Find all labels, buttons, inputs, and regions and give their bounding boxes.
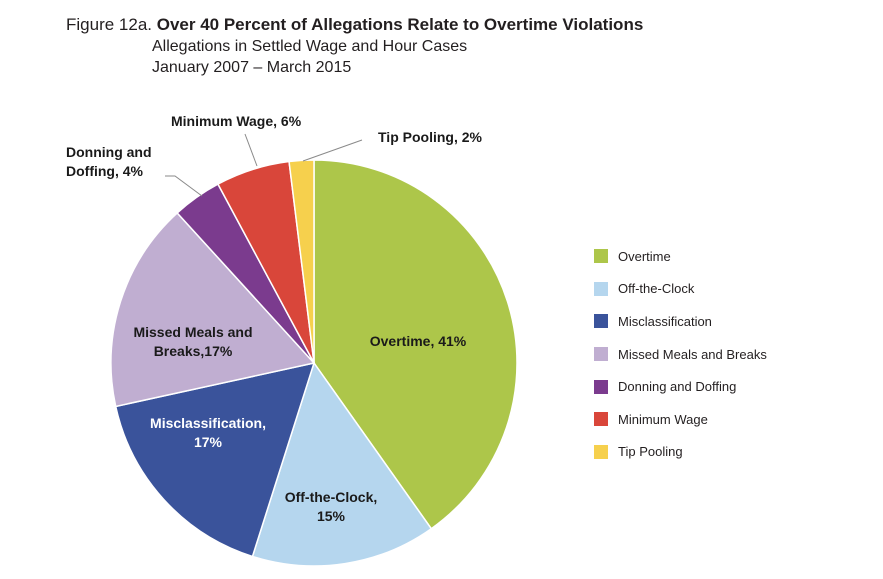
slice-label-line: 15% bbox=[317, 508, 346, 524]
legend-swatch bbox=[594, 249, 608, 264]
pie-slice-missed-meals-and-breaks bbox=[110, 211, 316, 408]
chart-title: Over 40 Percent of Allegations Relate to… bbox=[156, 15, 644, 34]
slice-label-overtime: Overtime, 41% bbox=[370, 333, 467, 349]
title-line: Figure 12a. Over 40 Percent of Allegatio… bbox=[66, 14, 643, 36]
chart-header: Figure 12a. Over 40 Percent of Allegatio… bbox=[66, 14, 643, 78]
legend-label: Off-the-Clock bbox=[618, 281, 695, 297]
legend-item-off-the-clock: Off-the-Clock bbox=[594, 273, 767, 306]
legend-item-overtime: Overtime bbox=[594, 240, 767, 273]
legend-label: Donning and Doffing bbox=[618, 379, 737, 395]
chart-legend: Overtime Off-the-Clock Misclassification Mi… bbox=[594, 240, 767, 468]
legend-swatch bbox=[594, 412, 608, 427]
legend-swatch bbox=[594, 347, 608, 362]
legend-item-minimum-wage: Minimum Wage bbox=[594, 403, 767, 436]
legend-swatch bbox=[594, 314, 608, 329]
pie-slice-off-the-clock bbox=[251, 361, 433, 567]
legend-label: Tip Pooling bbox=[618, 444, 683, 460]
slice-label-minimum-wage: Minimum Wage, 6% bbox=[171, 113, 302, 129]
chart-subtitle: Allegations in Settled Wage and Hour Cas… bbox=[152, 38, 468, 55]
legend-label: Overtime bbox=[618, 248, 671, 264]
slice-label-line: Breaks,17% bbox=[154, 343, 233, 359]
legend-item-tip-pooling: Tip Pooling bbox=[594, 436, 767, 469]
leader-line-tip-pooling bbox=[302, 139, 363, 162]
pie-slice-overtime bbox=[313, 159, 518, 530]
slice-label-line: Donning and bbox=[66, 144, 152, 160]
slice-label-missed-meals-and-breaks: Missed Meals and Breaks,17% bbox=[133, 324, 252, 359]
figure-label: Figure 12a. bbox=[66, 15, 152, 34]
slice-label-donning-and-doffing: Donning and Doffing, 4% bbox=[66, 144, 152, 179]
slice-label-line: Missed Meals and bbox=[133, 324, 252, 340]
slice-label-tip-pooling: Tip Pooling, 2% bbox=[378, 129, 483, 145]
slice-label-line: Minimum Wage, 6% bbox=[171, 113, 302, 129]
leader-line-minimum-wage bbox=[244, 133, 258, 167]
slice-label-line: Off-the-Clock, bbox=[285, 489, 378, 505]
slice-label-off-the-clock: Off-the-Clock, 15% bbox=[285, 489, 378, 524]
chart-date-range: January 2007 – March 2015 bbox=[152, 59, 352, 76]
slice-label-line: Doffing, 4% bbox=[66, 163, 144, 179]
legend-swatch bbox=[594, 444, 608, 459]
slice-label-line: Overtime, 41% bbox=[370, 333, 467, 349]
legend-swatch bbox=[594, 379, 608, 394]
slice-label-misclassification: Misclassification, 17% bbox=[150, 415, 266, 450]
slice-label-line: Misclassification, bbox=[150, 415, 266, 431]
legend-item-misclassification: Misclassification bbox=[594, 305, 767, 338]
leader-line-donning-and-doffing bbox=[165, 175, 203, 197]
legend-label: Minimum Wage bbox=[618, 411, 708, 427]
slice-label-line: Tip Pooling, 2% bbox=[378, 129, 483, 145]
legend-item-donning-and-doffing: Donning and Doffing bbox=[594, 370, 767, 403]
pie-slice-tip-pooling bbox=[288, 159, 315, 364]
legend-label: Misclassification bbox=[618, 313, 712, 329]
slice-label-line: 17% bbox=[194, 434, 223, 450]
legend-swatch bbox=[594, 281, 608, 296]
legend-label: Missed Meals and Breaks bbox=[618, 346, 767, 362]
pie-slice-misclassification bbox=[114, 361, 316, 558]
legend-item-missed-meals-and-breaks: Missed Meals and Breaks bbox=[594, 338, 767, 371]
